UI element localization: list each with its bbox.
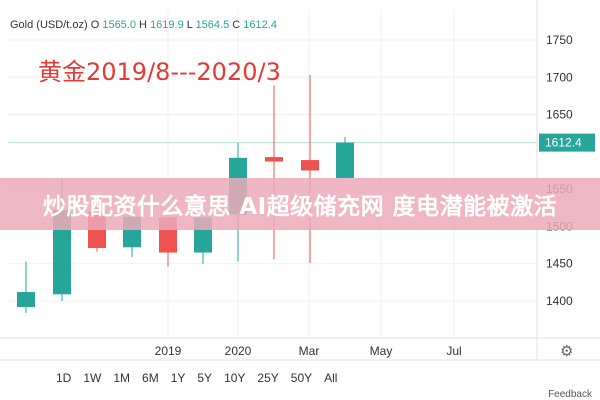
close-label: C xyxy=(232,19,241,31)
y-tick-label: 1400 xyxy=(546,294,573,308)
banner-text: 炒股配资什么意思 AI超级储充网 度电潜能被激活 xyxy=(42,194,558,220)
overlay-banner: 炒股配资什么意思 AI超级储充网 度电潜能被激活 xyxy=(0,178,600,230)
range-5y[interactable]: 5Y xyxy=(197,371,213,385)
candle-body xyxy=(17,292,35,307)
price-tag-box xyxy=(539,133,595,152)
candle xyxy=(17,261,35,313)
open-value: 1565.0 xyxy=(102,19,136,31)
symbol-label: Gold (USD/t.oz) xyxy=(10,19,88,31)
y-tick-label: 1700 xyxy=(546,70,573,84)
price-tag-label: 1612.4 xyxy=(545,136,582,150)
low-value: 1564.5 xyxy=(195,19,230,31)
range-1m[interactable]: 1M xyxy=(113,371,131,385)
candle xyxy=(301,75,319,263)
range-1y[interactable]: 1Y xyxy=(170,371,186,385)
range-selector: 1D 1W 1M 6M 1Y 5Y 10Y 25Y 50Y All xyxy=(50,371,343,385)
gear-icon[interactable]: ⚙ xyxy=(560,343,574,360)
candle-body xyxy=(301,160,319,171)
low-label: L xyxy=(186,19,193,31)
chart-annotation: 黄金2019/8---2020/3 xyxy=(38,58,281,86)
range-50y[interactable]: 50Y xyxy=(290,371,313,385)
last-price-tag: 1612.4 xyxy=(539,133,595,152)
candle-body xyxy=(265,157,283,162)
x-tick-label: Mar xyxy=(299,344,320,358)
x-tick-label: May xyxy=(370,344,393,358)
y-tick-label: 1450 xyxy=(546,257,573,271)
x-tick-label: Jul xyxy=(446,344,461,358)
high-value: 1619.9 xyxy=(150,19,184,31)
ohlc-legend: Gold (USD/t.oz) O 1565.0 H 1619.9 L 1564… xyxy=(10,19,277,31)
y-tick-label: 1650 xyxy=(546,108,573,122)
x-tick-label: 2020 xyxy=(225,344,252,358)
open-label: O xyxy=(90,19,100,31)
y-axis: 1400145015001550165017001750 xyxy=(546,33,573,308)
range-25y[interactable]: 25Y xyxy=(257,371,279,385)
range-6m[interactable]: 6M xyxy=(142,371,159,385)
x-tick-label: 2019 xyxy=(155,344,182,358)
x-axis: 2019 2020 Mar May Jul xyxy=(155,344,462,358)
y-tick-label: 1750 xyxy=(546,33,573,47)
close-value: 1612.4 xyxy=(243,19,277,31)
range-all[interactable]: All xyxy=(324,371,338,385)
candle-body xyxy=(53,210,71,295)
range-10y[interactable]: 10Y xyxy=(224,371,246,385)
candle xyxy=(265,85,283,260)
range-1d[interactable]: 1D xyxy=(56,371,72,385)
range-1w[interactable]: 1W xyxy=(83,371,102,385)
high-label: H xyxy=(139,19,147,31)
candle xyxy=(336,137,354,179)
feedback-link[interactable]: Feedback xyxy=(548,389,592,400)
candle-body xyxy=(336,142,354,178)
